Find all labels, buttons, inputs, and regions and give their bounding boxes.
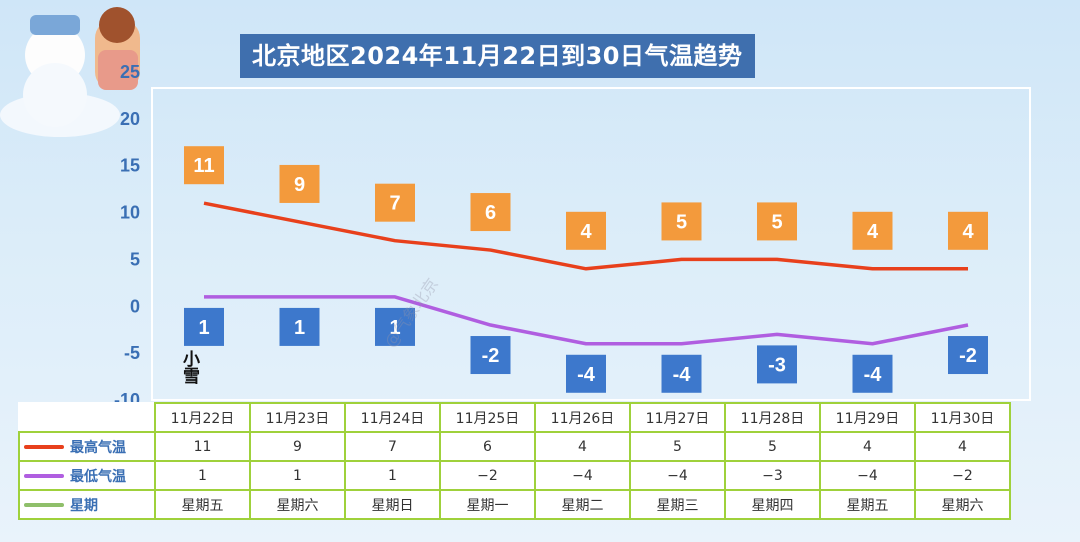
table-row-high: 最高气温 11 9 7 6 4 5 5 4 4: [18, 431, 1011, 462]
high-cell: 6: [439, 431, 536, 462]
y-tick-label: 25: [120, 62, 140, 82]
low-value-box: [948, 336, 988, 375]
weekday-cell: 星期五: [819, 489, 916, 520]
high-value-box: [279, 164, 320, 203]
legend-high-swatch: [24, 444, 64, 449]
low-value-label: -2: [959, 345, 977, 367]
y-tick-label: 10: [120, 203, 140, 223]
weekday-cell: 星期日: [344, 489, 441, 520]
table-corner: [19, 403, 155, 432]
high-value-box: [184, 146, 224, 185]
date-cell: 11月23日: [249, 402, 346, 433]
high-value-label: 11: [193, 155, 214, 177]
high-cell: 9: [249, 431, 346, 462]
y-tick-label: 20: [120, 109, 140, 129]
high-cell: 11: [154, 431, 251, 462]
date-cell: 11月27日: [629, 402, 726, 433]
weekday-cell: 星期六: [914, 489, 1011, 520]
low-value-box: [566, 354, 606, 393]
high-cell: 4: [914, 431, 1011, 462]
high-value-box: [661, 202, 702, 241]
low-cell: 1: [344, 460, 441, 491]
low-value-box: [852, 354, 893, 393]
high-cell: 5: [724, 431, 821, 462]
low-value-label: 1: [294, 317, 305, 339]
weekday-cell: 星期五: [154, 489, 251, 520]
high-value-box: [566, 211, 606, 250]
weekday-cell: 星期六: [249, 489, 346, 520]
table-row-dates: 11月22日 11月23日 11月24日 11月25日 11月26日 11月27…: [19, 402, 1011, 433]
high-value-label: 4: [962, 221, 974, 243]
weekday-cell: 星期一: [439, 489, 536, 520]
date-cell: 11月28日: [724, 402, 821, 433]
date-cell: 11月25日: [439, 402, 536, 433]
y-tick-label: 15: [120, 156, 140, 176]
legend-low-swatch: [24, 473, 64, 478]
high-cell: 7: [344, 431, 441, 462]
high-temp-line: [203, 201, 968, 271]
date-cell: 11月30日: [914, 402, 1011, 433]
low-cell: 1: [154, 460, 251, 491]
chart-title: 北京地区2024年11月22日到30日气温趋势: [240, 34, 755, 78]
table-row-weekday: 星期 星期五 星期六 星期日 星期一 星期二 星期三 星期四 星期五 星期六: [18, 489, 1011, 520]
legend-low: 最低气温: [18, 460, 156, 491]
high-value-label: 7: [389, 193, 400, 215]
legend-high: 最高气温: [18, 431, 156, 462]
low-cell: −4: [629, 460, 726, 491]
low-value-label: -2: [482, 345, 500, 367]
high-value-label: 4: [867, 221, 879, 243]
snowman-decoration: [0, 7, 140, 137]
date-cell: 11月29日: [819, 402, 916, 433]
low-value-label: -4: [577, 364, 596, 386]
high-value-box: [757, 202, 797, 241]
low-cell: 1: [249, 460, 346, 491]
table-row-low: 最低气温 1 1 1 −2 −4 −4 −3 −4 −2: [18, 460, 1011, 491]
low-cell: −2: [439, 460, 536, 491]
high-value-label: 4: [580, 221, 592, 243]
weekday-cell: 星期二: [534, 489, 631, 520]
date-cell: 11月22日: [154, 402, 251, 433]
high-value-box: [470, 193, 511, 232]
low-value-box: [757, 345, 797, 384]
high-value-label: 6: [485, 202, 496, 224]
high-cell: 4: [819, 431, 916, 462]
date-cell: 11月26日: [534, 402, 631, 433]
y-tick-label: -5: [124, 343, 140, 363]
high-cell: 4: [534, 431, 631, 462]
high-value-box: [948, 211, 988, 250]
high-value-label: 5: [771, 211, 782, 233]
weekday-cell: 星期三: [629, 489, 726, 520]
low-value-box: [184, 307, 224, 346]
low-value-box: [375, 307, 415, 346]
low-cell: −3: [724, 460, 821, 491]
low-value-box: [279, 307, 320, 346]
low-value-label: 1: [198, 317, 209, 339]
snow-label: 小雪: [179, 350, 199, 384]
low-temp-line: [204, 295, 969, 346]
low-value-label: -4: [673, 364, 692, 386]
low-cell: −4: [534, 460, 631, 491]
plot-area: [151, 87, 1031, 401]
low-value-box: [661, 354, 702, 393]
data-table: 11月22日 11月23日 11月24日 11月25日 11月26日 11月27…: [18, 402, 1011, 520]
high-value-box: [852, 211, 893, 250]
legend-weekday-swatch: [24, 502, 64, 507]
low-value-label: -3: [768, 354, 786, 376]
y-tick-label: 5: [130, 249, 140, 269]
legend-weekday: 星期: [18, 489, 156, 520]
date-cell: 11月24日: [344, 402, 441, 433]
high-cell: 5: [629, 431, 726, 462]
low-cell: −4: [819, 460, 916, 491]
low-cell: −2: [914, 460, 1011, 491]
weekday-cell: 星期四: [724, 489, 821, 520]
y-tick-label: 0: [130, 296, 140, 316]
low-value-label: -4: [864, 364, 883, 386]
high-value-label: 5: [676, 211, 687, 233]
low-value-box: [470, 336, 511, 375]
high-value-box: [375, 183, 415, 222]
low-value-label: 1: [389, 317, 400, 339]
high-value-label: 9: [294, 174, 305, 196]
